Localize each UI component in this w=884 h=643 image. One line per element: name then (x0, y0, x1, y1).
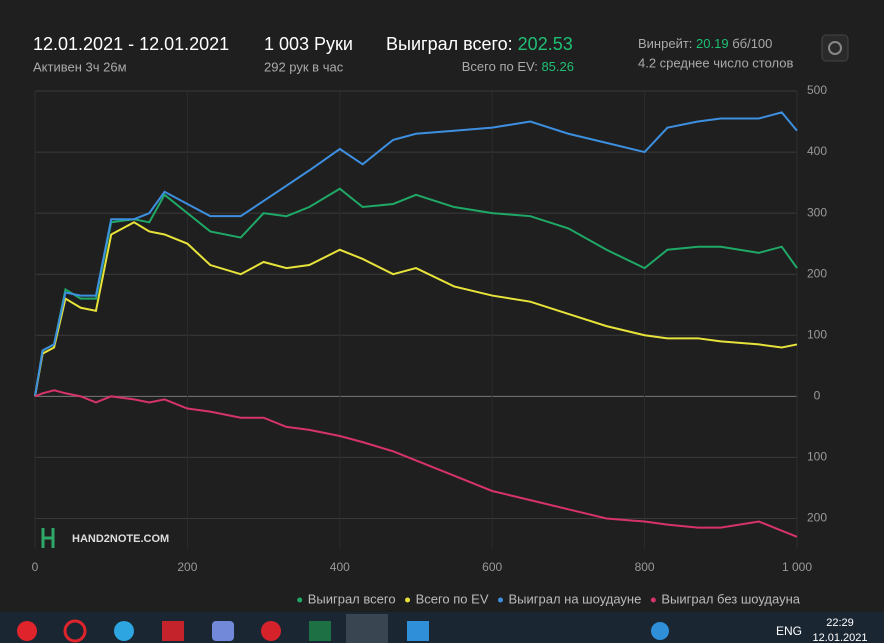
legend-label: Выиграл без шоудауна (661, 591, 800, 606)
y-tick-label: 200 (807, 511, 827, 525)
legend-label: Всего по EV (416, 591, 489, 606)
y-tick-label: 0 (814, 389, 821, 403)
series-line (34, 389, 798, 538)
legend-marker (650, 597, 656, 603)
per-hour: 292 рук в час (264, 59, 344, 74)
legend-marker (497, 597, 503, 603)
hands: 1 003 Руки (264, 34, 353, 54)
won-value: 202.53 (518, 34, 573, 54)
settings-button[interactable] (821, 34, 849, 62)
legend: Выиграл без шоудауна Выиграл на шоудауне В… (297, 591, 801, 606)
x-tick-label: 400 (330, 560, 350, 574)
active: Активен 3ч 26м (33, 59, 127, 74)
winrate-unit: бб/100 (732, 36, 772, 51)
ev: Всего по EV: 85.26 (462, 59, 574, 74)
legend-label: Выиграл на шоудауне (508, 591, 641, 606)
series-line (34, 221, 798, 397)
ev-value: 85.26 (541, 59, 574, 74)
tables: 4.2 среднее число столов (638, 55, 794, 70)
date: 12.01.2021 (812, 632, 867, 643)
won-label: Выиграл всего: (386, 34, 513, 54)
y-tick-label: 400 (807, 144, 827, 158)
won: Выиграл всего: 202.53 (386, 34, 573, 54)
y-tick-label: 300 (807, 205, 827, 219)
logo: HAND2NOTE.COM (41, 528, 169, 548)
winrate: Винрейт: 20.19 бб/100 (638, 36, 772, 51)
y-tick-label: 100 (807, 327, 827, 341)
x-tick-label: 800 (635, 560, 655, 574)
x-tick-label: 600 (482, 560, 502, 574)
legend-label: Выиграл всего (308, 591, 396, 606)
y-tick-label: 500 (807, 83, 827, 97)
legend-marker (405, 597, 411, 603)
winrate-label: Винрейт: (638, 36, 692, 51)
y-tick-label: 100 (807, 450, 827, 464)
legend-marker (297, 597, 303, 603)
y-tick-label: 200 (807, 266, 827, 280)
x-tick-label: 200 (177, 560, 197, 574)
background (0, 0, 884, 612)
time: 22:29 (826, 617, 854, 629)
taskbar-icons (17, 614, 669, 643)
dates: 12.01.2021 - 12.01.2021 (33, 34, 229, 54)
x-tick-label: 1 000 (782, 560, 812, 574)
x-tick-label: 0 (32, 560, 39, 574)
series-line (34, 111, 798, 397)
winrate-value: 20.19 (696, 36, 729, 51)
ev-label: Всего по EV: (462, 59, 538, 74)
lang: ENG (776, 624, 802, 638)
taskbar (0, 612, 884, 643)
logo-text: HAND2NOTE.COM (72, 533, 169, 545)
